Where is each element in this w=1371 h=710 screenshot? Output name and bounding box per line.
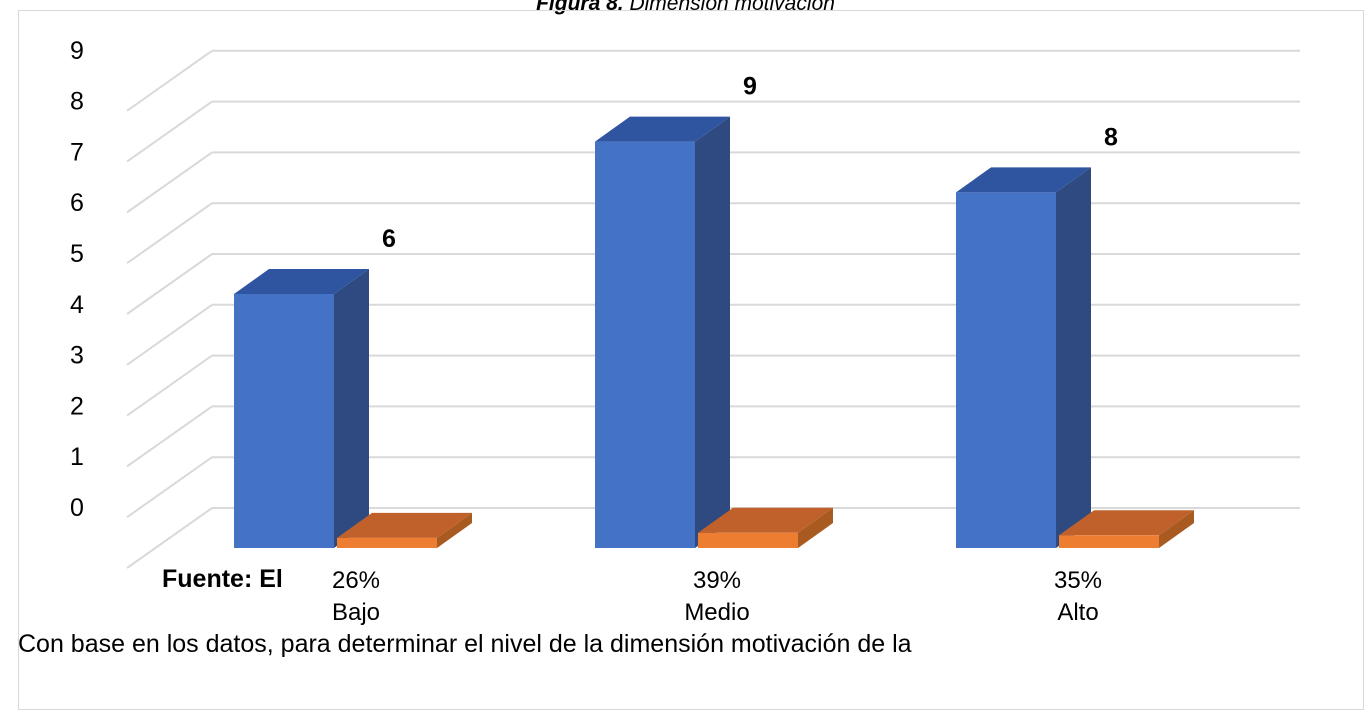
category-percent-label: 39% xyxy=(693,567,741,594)
category-percent-label: 26% xyxy=(332,567,380,594)
gridline-depth xyxy=(126,507,213,569)
chart: 0 1 2 3 4 5 6 7 8 9 6 26% Bajo 9 39% Medio 8 35% Alto xyxy=(70,37,1300,626)
y-tick-label: 4 xyxy=(70,291,84,319)
figure-title-text: Dimensión motivación xyxy=(629,0,835,15)
bar2 xyxy=(1059,535,1159,548)
category-label: Bajo xyxy=(332,599,380,626)
bar-side xyxy=(695,116,730,548)
category-label: Alto xyxy=(1057,599,1098,626)
gridline-depth xyxy=(126,405,213,468)
bar2 xyxy=(698,532,798,548)
gridline-depth xyxy=(126,49,213,112)
gridline-depth xyxy=(126,151,213,214)
category-percent-label: 35% xyxy=(1054,567,1102,594)
y-tick-label: 3 xyxy=(70,342,84,370)
gridline-depth xyxy=(126,303,213,366)
bar2-top xyxy=(1059,510,1194,536)
gridline-depth xyxy=(126,253,213,315)
y-tick-label: 1 xyxy=(70,443,84,471)
y-tick-label: 6 xyxy=(70,189,84,217)
category-label: Medio xyxy=(684,599,749,626)
body-text: Con base en los datos, para determinar e… xyxy=(18,630,912,657)
figure-title: Figura 8. Dimensión motivación xyxy=(0,0,1371,16)
y-tick-label: 5 xyxy=(70,240,84,268)
source-note: Fuente: El xyxy=(162,565,283,593)
bar-top xyxy=(956,167,1091,193)
bar2-side xyxy=(798,507,833,548)
figure-label: Figura 8. xyxy=(536,0,624,15)
bar xyxy=(234,294,334,548)
y-tick-label: 2 xyxy=(70,392,84,420)
bar-top xyxy=(595,116,730,142)
bar2-top xyxy=(698,507,833,533)
bar xyxy=(595,141,695,548)
gridline-depth xyxy=(126,202,213,265)
bar2-side xyxy=(1159,510,1194,548)
bar-top xyxy=(234,269,369,294)
bar-side xyxy=(1056,167,1091,548)
data-label: 6 xyxy=(382,225,396,253)
bar2-side xyxy=(437,512,472,548)
bar2-top xyxy=(337,512,472,538)
data-label: 8 xyxy=(1104,123,1118,151)
gridline-depth xyxy=(126,456,213,519)
y-tick-label: 7 xyxy=(70,138,84,166)
gridline-depth xyxy=(126,100,213,163)
bar2 xyxy=(337,537,437,548)
y-tick-label: 8 xyxy=(70,88,84,116)
data-label: 9 xyxy=(743,73,757,101)
y-tick-label: 9 xyxy=(70,37,84,65)
y-tick-label: 0 xyxy=(70,494,84,522)
gridline-depth xyxy=(126,354,213,417)
bar xyxy=(956,192,1056,548)
bar-side xyxy=(334,269,369,548)
